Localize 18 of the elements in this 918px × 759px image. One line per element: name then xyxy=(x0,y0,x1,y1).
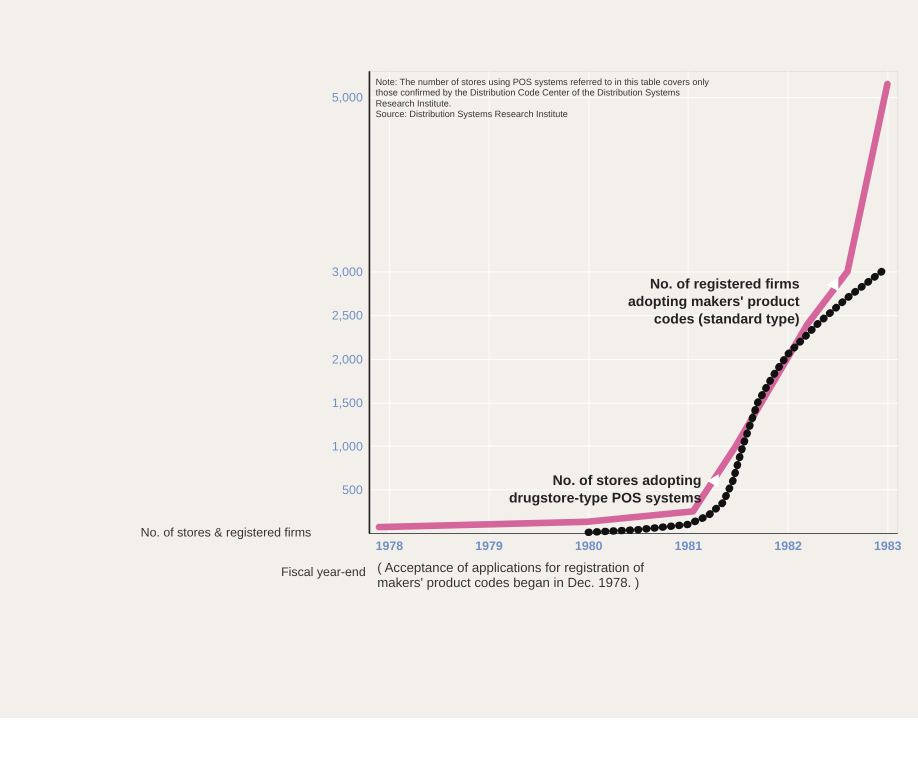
y-axis-title: No. of stores & registered firms xyxy=(140,525,312,540)
y-tick-label: 1,500 xyxy=(332,396,363,410)
x-tick-label: 1980 xyxy=(574,539,603,554)
annotation: Note: The number of stores using POS systems referred to in this table covers only those confirmed by the Distribution Code Center of the Distribution Systems Research Institute. Source: Distribution Systems Research Institute xyxy=(376,76,710,120)
y-tick-label: 3,000 xyxy=(332,265,363,280)
y-tick-label: 2,000 xyxy=(332,352,363,366)
annotation: No. of registered firms adopting makers' product codes (standard type) xyxy=(628,276,800,326)
x-tick-label: 1983 xyxy=(874,539,902,554)
x-tick-label: 1981 xyxy=(674,539,702,554)
x-tick-label: 1978 xyxy=(376,539,404,554)
text: ( Acceptance of applications for registration of makers' product codes began in Dec. 1978. ) xyxy=(377,560,644,590)
y-tick-label: 5,000 xyxy=(332,90,363,105)
x-tick-label: 1982 xyxy=(774,539,802,554)
x-tick-label: 1979 xyxy=(475,539,503,554)
y-tick-label: 1,000 xyxy=(332,440,363,454)
y-tick-label: 500 xyxy=(342,483,363,498)
y-tick-label: 2,500 xyxy=(332,308,363,323)
x-axis-title: Fiscal year-end xyxy=(281,565,366,580)
